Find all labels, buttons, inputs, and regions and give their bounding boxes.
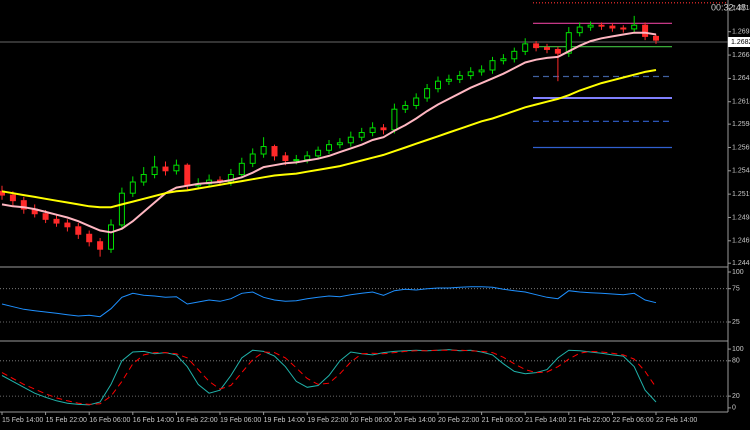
y-tick-label: 1.2718	[732, 5, 750, 12]
candle-body	[522, 43, 529, 52]
y-tick-label: 1.2469	[732, 238, 750, 245]
y-tick-label: 1.2445	[732, 260, 750, 267]
candle-body	[620, 27, 627, 30]
moving-average	[1, 69, 657, 209]
y-tick-label: 1.2569	[732, 144, 750, 151]
candle-body	[162, 166, 169, 172]
candle-body	[489, 60, 496, 71]
candle-body	[238, 162, 245, 176]
candle-body	[75, 226, 82, 235]
candle-body	[271, 146, 278, 157]
candle-body	[445, 78, 452, 82]
candle-body	[140, 174, 147, 183]
candle-body	[467, 71, 474, 77]
x-tick-label: 15 Feb 14:00	[2, 417, 43, 424]
y-tick-label: 20	[732, 393, 740, 400]
x-tick-label: 19 Feb 06:00	[220, 417, 261, 424]
candle-body	[511, 50, 518, 60]
y-tick-label: 1.2494	[732, 214, 750, 221]
x-tick-label: 22 Feb 06:00	[612, 417, 653, 424]
y-tick-label: 80	[732, 358, 740, 365]
candle-body	[391, 108, 398, 131]
candle-body	[653, 35, 659, 41]
x-tick-label: 15 Feb 22:00	[46, 417, 87, 424]
candle-body	[642, 24, 649, 37]
x-tick-label: 21 Feb 22:00	[569, 417, 610, 424]
y-tick-label: 1.2618	[732, 99, 750, 106]
candle-body	[53, 218, 60, 224]
candle-body	[118, 192, 125, 226]
candle-body	[554, 48, 561, 54]
candle-body	[173, 164, 180, 172]
candle-body	[184, 164, 191, 187]
y-tick-label: 25	[732, 319, 740, 326]
candle-body	[86, 233, 93, 243]
candle-body	[380, 127, 387, 131]
current-price-label: 1.2682	[731, 39, 750, 46]
x-tick-label: 16 Feb 06:00	[89, 417, 130, 424]
y-tick-label: 100	[732, 269, 744, 276]
x-tick-label: 19 Feb 14:00	[264, 417, 305, 424]
candle-body	[347, 136, 354, 144]
y-tick-label: 1.2594	[732, 121, 750, 128]
candle-body	[42, 213, 49, 220]
candle-body	[544, 47, 550, 50]
candle-body	[609, 25, 616, 29]
candle-body	[304, 155, 311, 161]
candle-body	[598, 24, 605, 27]
x-tick-label: 21 Feb 14:00	[525, 417, 566, 424]
candle-body	[260, 146, 267, 155]
candle-body	[282, 155, 289, 162]
candle-body	[369, 127, 376, 134]
moving-average	[1, 31, 657, 234]
candle-body	[413, 97, 420, 106]
candle-body	[478, 69, 485, 73]
indicator-line	[1, 349, 657, 406]
y-tick-label: 1.2519	[732, 191, 750, 198]
indicator-line	[1, 349, 657, 405]
x-tick-label: 20 Feb 06:00	[351, 417, 392, 424]
candle-body	[336, 142, 343, 146]
y-tick-label: 0	[732, 405, 736, 412]
candle-body	[533, 43, 540, 49]
candle-body	[576, 26, 583, 34]
current-price-box	[728, 37, 750, 47]
candle-body	[435, 80, 441, 90]
candle-body	[402, 104, 409, 110]
y-tick-label: 1.2668	[732, 52, 750, 59]
x-tick-label: 22 Feb 14:00	[656, 417, 697, 424]
candle-body	[500, 58, 507, 62]
y-tick-label: 75	[732, 286, 740, 293]
candle-body	[315, 149, 322, 157]
y-tick-label: 1.2643	[732, 75, 750, 82]
candle-body	[326, 144, 332, 151]
candle-body	[293, 159, 300, 162]
candle-body	[20, 200, 27, 210]
x-tick-label: 16 Feb 22:00	[176, 417, 217, 424]
x-tick-label: 20 Feb 14:00	[394, 417, 435, 424]
y-tick-label: 100	[732, 346, 744, 353]
x-tick-label: 20 Feb 22:00	[438, 417, 479, 424]
candle-body	[456, 75, 463, 80]
x-tick-label: 16 Feb 14:00	[133, 417, 174, 424]
candle-body	[249, 153, 256, 164]
candle-body	[97, 241, 104, 250]
x-tick-label: 21 Feb 06:00	[482, 417, 523, 424]
candle-body	[9, 194, 16, 202]
candle-body	[358, 132, 365, 138]
candle-body	[587, 24, 594, 28]
candle-body	[129, 181, 136, 194]
candle-body	[424, 88, 431, 99]
y-tick-label: 1.2544	[732, 168, 750, 175]
candle-body	[64, 222, 71, 228]
candle-body	[108, 224, 114, 250]
candle-body	[631, 24, 638, 30]
candle-body	[151, 166, 158, 176]
indicator-line	[1, 286, 657, 318]
y-tick-label: 1.2693	[732, 29, 750, 36]
x-tick-label: 19 Feb 22:00	[307, 417, 348, 424]
bar-timer: 00:32:48	[711, 2, 746, 12]
candle-body	[565, 32, 572, 54]
